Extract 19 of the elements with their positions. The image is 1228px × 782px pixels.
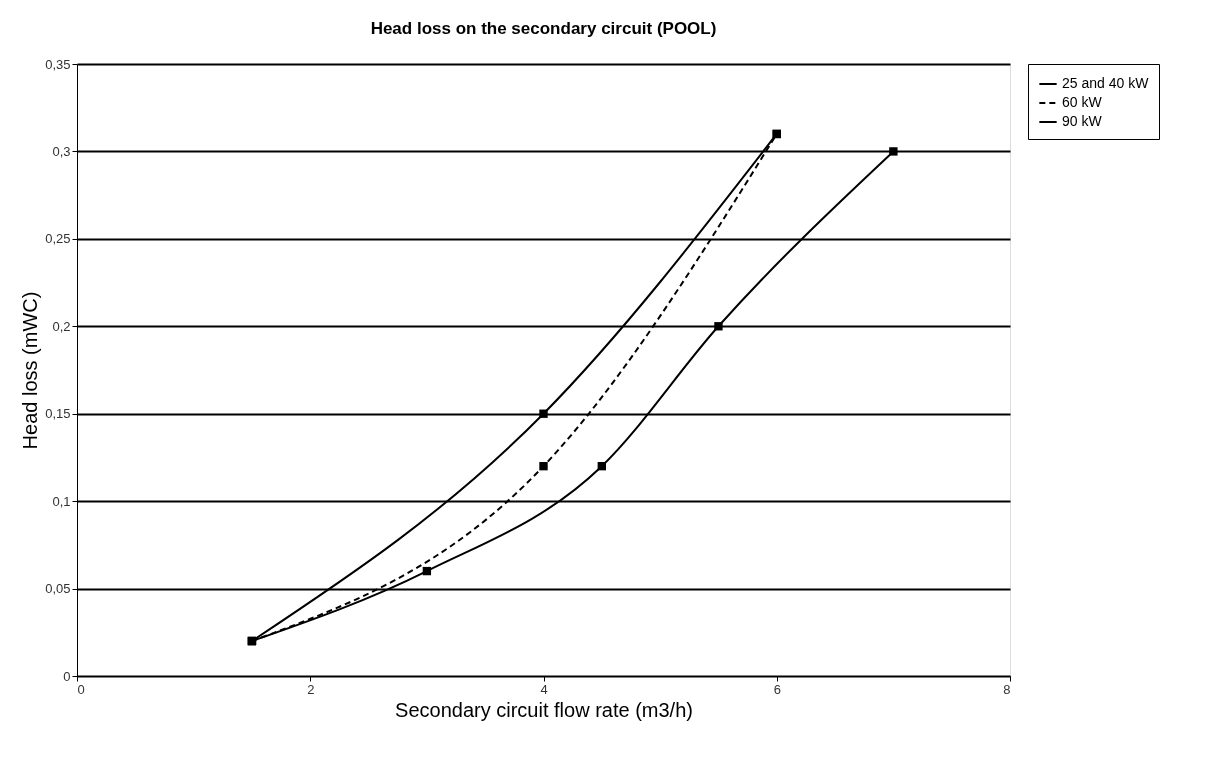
y-tick-label: 0,15 [45, 406, 71, 422]
x-tick-label: 2 [307, 681, 315, 697]
legend-label: 25 and 40 kW [1062, 75, 1150, 91]
x-tick-label: 8 [1003, 681, 1011, 697]
y-tick-label: 0,35 [45, 56, 71, 72]
x-tick-label: 6 [773, 681, 781, 697]
x-tick-label: 4 [540, 681, 548, 697]
legend-label: 60 kW [1062, 94, 1103, 110]
y-tick-label: 0,05 [45, 581, 71, 597]
y-tick-label: 0,2 [52, 318, 71, 334]
y-tick-label: 0,1 [52, 493, 71, 509]
chart-title: Head loss on the secondary circuit (POOL) [370, 19, 717, 38]
y-tick-label: 0 [63, 668, 71, 684]
x-axis-title: Secondary circuit flow rate (m3/h) [395, 698, 693, 721]
x-tick-label: 0 [77, 681, 85, 697]
legend-label: 90 kW [1062, 113, 1103, 129]
y-tick-label: 0,25 [45, 231, 71, 247]
y-tick-label: 0,3 [52, 143, 71, 159]
y-axis-title: Head loss (mWC) [19, 291, 42, 450]
